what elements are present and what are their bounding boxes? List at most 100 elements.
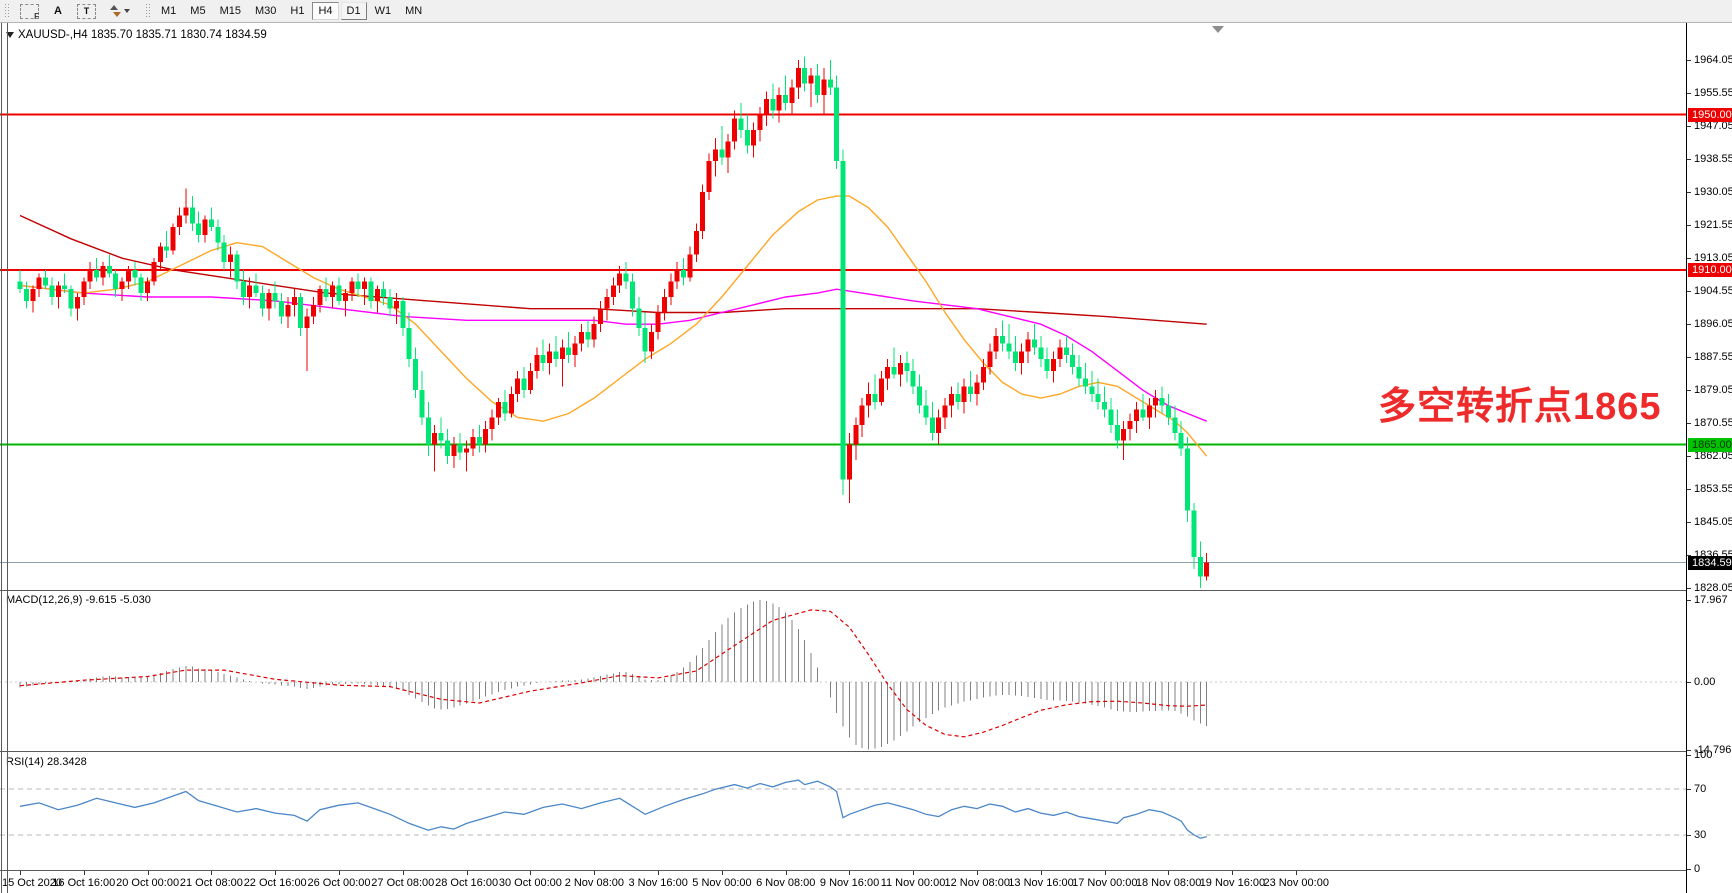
candle: [1134, 409, 1139, 422]
time-tick: [1168, 871, 1170, 875]
time-tick-label: 15 Oct 2020: [2, 877, 62, 889]
candle: [591, 324, 597, 340]
candle: [763, 99, 769, 115]
candle: [891, 366, 897, 375]
timeframe-button-M30[interactable]: M30: [254, 5, 277, 17]
font-a-button[interactable]: A: [54, 5, 62, 17]
timeframe-button-M15[interactable]: M15: [219, 5, 241, 17]
candle: [215, 227, 221, 243]
candle: [157, 246, 163, 263]
candle: [304, 316, 310, 329]
time-tick-label: 13 Nov 16:00: [1008, 877, 1074, 889]
axis-tick: [1687, 789, 1691, 791]
candle: [323, 289, 329, 298]
candle: [617, 273, 623, 286]
candle: [30, 289, 36, 301]
candle: [878, 378, 884, 402]
candle: [208, 219, 214, 228]
candle: [349, 281, 355, 294]
timeframe-button-D1[interactable]: D1: [340, 2, 367, 20]
time-tick-label: 27 Oct 08:00: [371, 877, 435, 889]
candle: [145, 281, 151, 294]
candle: [221, 242, 227, 263]
panel-separator[interactable]: [0, 751, 1686, 752]
ma-slow-line: [19, 214, 1207, 325]
macd-panel-canvas[interactable]: [0, 591, 1686, 751]
candle: [1191, 510, 1197, 558]
text-label-button[interactable]: T: [71, 2, 102, 20]
toolbar-grip-icon[interactable]: [145, 3, 150, 19]
text-label-icon: T: [77, 3, 96, 19]
candle: [872, 394, 878, 402]
rsi-tick-label: 70: [1694, 783, 1707, 796]
candle: [1070, 355, 1076, 367]
candle: [106, 265, 112, 274]
candle: [668, 281, 674, 298]
hline-price-label: 1950.00: [1688, 107, 1732, 122]
candle: [1153, 397, 1159, 406]
timeframe-toolbar: M1 M5 M15 M30 H1 H4 D1 W1 MN: [154, 2, 429, 20]
candle: [751, 130, 757, 146]
price-tick-label: 1938.55: [1694, 152, 1732, 165]
candle: [923, 405, 929, 418]
candle: [87, 269, 93, 282]
time-tick: [1232, 871, 1234, 875]
candle: [834, 87, 840, 162]
candle: [942, 405, 948, 418]
time-tick-label: 11 Nov 00:00: [880, 877, 946, 889]
candle: [266, 293, 272, 309]
toolbar-grip-icon[interactable]: [4, 3, 9, 19]
chart-plot-area[interactable]: XAUUSD-,H4 1835.70 1835.71 1830.74 1834.…: [0, 23, 1686, 893]
color-swap-button[interactable]: [104, 2, 136, 20]
candle: [859, 405, 865, 426]
timeframe-button-M1[interactable]: M1: [161, 5, 177, 17]
candle: [1031, 339, 1037, 348]
macd-signal-line: [19, 609, 1207, 738]
candle: [189, 207, 195, 224]
candle: [43, 277, 49, 286]
candle: [74, 297, 80, 309]
candle: [272, 293, 278, 301]
dashed-frame-f-button[interactable]: F: [14, 2, 45, 21]
candle: [853, 425, 859, 445]
candle: [566, 347, 572, 356]
price-chart-canvas[interactable]: [0, 23, 1686, 590]
timeframe-button-H1[interactable]: H1: [290, 5, 305, 17]
candle: [993, 335, 999, 352]
candle: [1089, 386, 1095, 395]
time-tick-label: 21 Oct 08:00: [179, 877, 243, 889]
collapse-triangle-icon[interactable]: [6, 31, 14, 38]
axis-tick: [1687, 587, 1691, 589]
chart-shift-marker-icon[interactable]: [1212, 26, 1224, 33]
timeframe-button-H4[interactable]: H4: [312, 2, 339, 20]
candle: [840, 161, 846, 480]
panel-separator[interactable]: [0, 590, 1686, 591]
timeframe-button-M5[interactable]: M5: [190, 5, 206, 17]
candle: [317, 289, 323, 305]
time-tick: [83, 871, 85, 875]
time-tick: [20, 871, 21, 875]
candle: [948, 394, 954, 406]
time-tick-label: 23 Nov 00:00: [1263, 877, 1329, 889]
candle: [387, 297, 393, 309]
price-axis[interactable]: 1964.05 1955.55 1947.05 1938.55 1930.05 1921.…: [1686, 23, 1732, 893]
price-tick-label: 1828.05: [1694, 581, 1732, 594]
timeframe-button-MN[interactable]: MN: [405, 5, 423, 17]
time-tick: [402, 871, 404, 875]
candle: [1012, 351, 1018, 364]
candle: [974, 382, 980, 395]
candle: [1146, 405, 1152, 418]
candle: [719, 149, 725, 158]
candle: [955, 394, 961, 402]
axis-tick: [1687, 60, 1691, 61]
candle: [585, 331, 591, 340]
macd-tick-label: -14.796: [1694, 743, 1732, 756]
candle: [94, 269, 100, 278]
time-tick-label: 17 Nov 00:00: [1072, 877, 1138, 889]
timeframe-button-W1[interactable]: W1: [374, 5, 392, 17]
time-axis[interactable]: 15 Oct 2020 16 Oct 16:00 20 Oct 00:00 21 Oc…: [0, 870, 1686, 893]
rsi-panel-canvas[interactable]: [0, 752, 1686, 869]
candle: [789, 87, 795, 103]
macd-label: MACD(12,26,9) -9.615 -5.030: [6, 594, 151, 606]
candle: [279, 300, 285, 317]
